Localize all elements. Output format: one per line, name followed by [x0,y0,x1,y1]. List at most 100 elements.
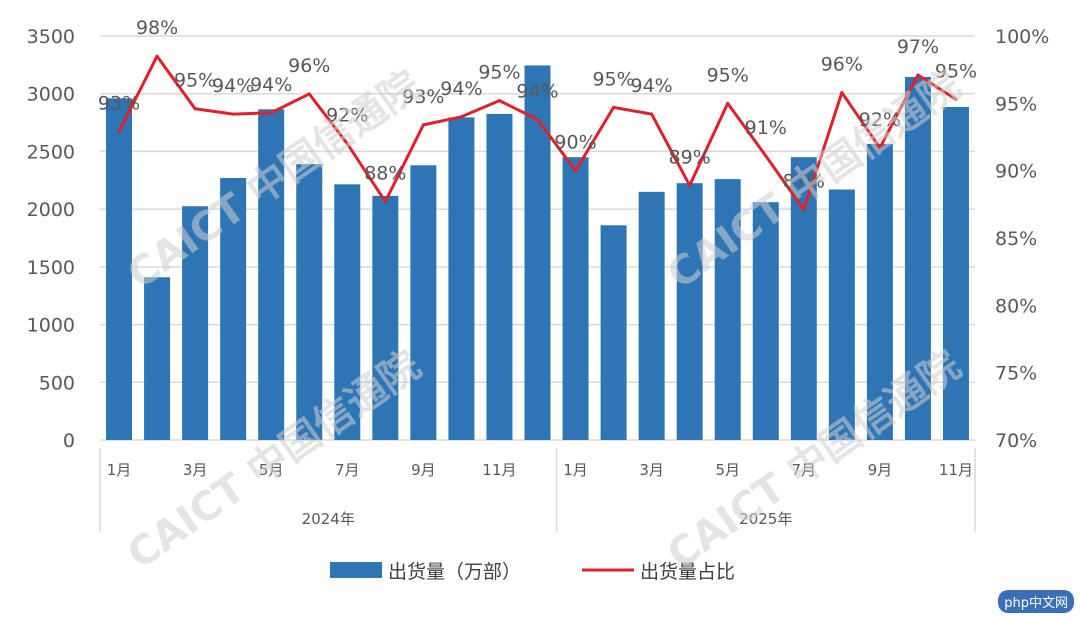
line-data-label: 98% [136,17,178,39]
y-left-tick-label: 1000 [27,315,75,337]
bar [106,98,133,441]
x-tick-label: 9月 [868,461,893,479]
line-data-label: 90% [554,132,596,154]
x-tick-label: 3月 [183,461,208,479]
line-point [383,200,387,204]
line-point [802,208,806,212]
line-data-label: 95% [174,70,216,92]
site-logo: php中文网 [998,590,1074,613]
line-data-label: 89% [669,146,711,168]
line-data-label: 96% [288,55,330,77]
x-tick-label: 11月 [939,461,973,479]
y-right-tick-label: 90% [995,161,1037,183]
bar [600,225,627,440]
line-point [459,115,463,119]
line-point [574,169,578,173]
y-left-tick-label: 500 [39,372,75,394]
line-data-label: 93% [402,86,444,108]
line-data-label: 94% [250,74,292,96]
x-tick-label: 1月 [107,461,132,479]
line-point [840,91,844,95]
y-right-tick-label: 70% [995,430,1037,452]
legend: 出货量（万部） 出货量占比 [330,561,735,583]
bar [296,164,323,440]
y-right-tick-label: 100% [995,26,1049,48]
bar [334,184,361,440]
line-point [193,107,197,111]
line-point [231,112,235,116]
bar [828,189,855,440]
line-point [117,130,121,134]
line-data-label: 95% [935,60,977,82]
y-left-tick-label: 0 [63,430,75,452]
bar [790,157,817,440]
line-series [117,54,958,212]
line-data-label: 97% [897,36,939,58]
x-group-label: 2024年 [302,510,355,528]
line-point [878,146,882,150]
bar [524,65,551,440]
legend-line-label: 出货量占比 [640,561,735,583]
line-point [269,111,273,115]
y-left-tick-label: 2000 [27,199,75,221]
y-left-tick-label: 3500 [27,26,75,48]
bar [448,117,475,441]
line-data-label: 94% [212,75,254,97]
line-point [688,183,692,187]
bar [942,106,969,440]
line-point [345,142,349,146]
bar [182,206,209,440]
line-point [497,99,501,103]
line-point [954,97,958,101]
line-data-label: 95% [478,62,520,84]
x-tick-label: 9月 [411,461,436,479]
line-data-label: 96% [821,54,863,76]
legend-bar-label: 出货量（万部） [388,561,521,583]
bar [676,183,703,440]
bar [714,179,741,441]
bar [904,76,931,440]
line-data-label: 95% [707,64,749,86]
bar [486,113,513,441]
bar [752,202,779,440]
bar [410,165,437,440]
line-data-label: 95% [592,68,634,90]
line-data-label: 93% [98,93,140,115]
x-tick-label: 3月 [639,461,664,479]
y-right-tick-label: 95% [995,93,1037,115]
line-data-label: 87% [783,171,825,193]
legend-bar-swatch [330,562,382,578]
line-point [536,117,539,121]
bar [562,157,589,440]
x-tick-label: 5月 [259,461,284,479]
y-left-tick-label: 3000 [27,84,75,106]
y-left-tick-label: 2500 [27,141,75,163]
bar [144,277,171,440]
x-tick-label: 7月 [335,461,360,479]
line-point [307,92,311,96]
line-point [155,54,159,58]
line-point [650,112,654,116]
line-point [421,123,425,127]
data-labels: 93%98%95%94%94%96%92%88%93%94%95%94%90%9… [98,17,977,193]
line-data-label: 92% [859,109,901,131]
axes: 0 500 1000 1500 2000 2500 3000 3500 70% 75% 80% 85%… [27,26,1049,532]
bar-series [106,65,969,441]
line-point [916,73,920,77]
x-tick-label: 11月 [482,461,516,479]
line-point [612,105,616,109]
x-tick-label: 1月 [563,461,588,479]
x-group-label: 2025年 [739,510,792,528]
y-right-tick-label: 75% [995,363,1037,385]
line-data-label: 91% [745,117,787,139]
line-data-label: 94% [440,78,482,100]
x-tick-label: 7月 [792,461,817,479]
line-point [726,101,730,105]
line-data-label: 94% [631,75,673,97]
bar [372,195,399,440]
line-point [764,154,768,158]
line-data-label: 88% [364,163,406,185]
bar [638,191,665,440]
x-tick-label: 5月 [715,461,740,479]
